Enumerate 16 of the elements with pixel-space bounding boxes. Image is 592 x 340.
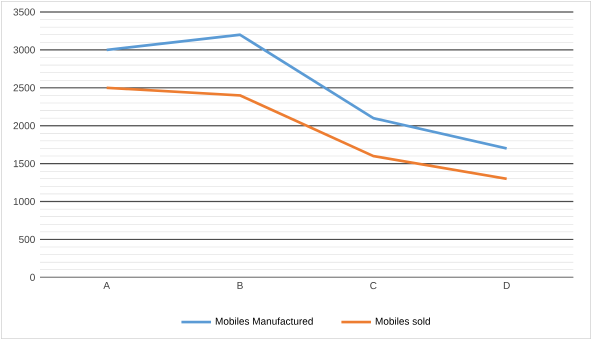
- x-tick-label: A: [103, 282, 110, 289]
- y-tick-label: 2000: [14, 122, 35, 130]
- y-tick-label: 3000: [13, 46, 35, 54]
- y-tick-label: 500: [19, 236, 35, 243]
- line-series: [105, 33, 508, 150]
- x-tick-label: D: [504, 282, 510, 289]
- y-tick-label: 2500: [14, 84, 35, 92]
- y-tick-label: 0: [30, 274, 35, 281]
- x-tick-label: C: [370, 282, 377, 290]
- y-tick-label: 1000: [14, 198, 35, 206]
- legend-label: Mobiles Manufactured: [216, 317, 313, 325]
- line-series: [105, 86, 508, 180]
- y-tick-label: 1500: [14, 160, 35, 168]
- x-tick-label: B: [237, 282, 243, 289]
- y-tick-label: 3500: [13, 8, 35, 16]
- legend-label: Mobiles sold: [376, 317, 430, 325]
